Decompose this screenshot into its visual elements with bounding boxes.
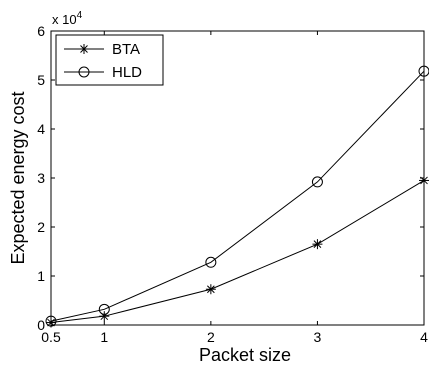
legend-label-bta: BTA — [112, 41, 140, 58]
data-point-bta — [419, 175, 429, 186]
x-axis-label: Packet size — [199, 345, 291, 365]
data-point-hld — [418, 65, 429, 77]
legend-entry-bta: BTA — [64, 41, 140, 58]
legend-marker-hld — [78, 66, 90, 78]
legend-marker-bta — [79, 44, 89, 54]
y-multiplier-exponent: 4 — [77, 10, 83, 21]
legend: BTA HLD — [55, 34, 164, 86]
y-tick-label: 6 — [37, 23, 45, 39]
y-tick-label: 3 — [37, 170, 45, 186]
y-multiplier-label: x 104 — [52, 10, 83, 27]
legend-entry-hld: HLD — [64, 64, 142, 81]
data-point-bta — [312, 239, 323, 250]
x-tick-label: 0.5 — [41, 329, 61, 345]
series-line-bta — [50, 180, 425, 324]
y-tick-label: 4 — [37, 121, 45, 137]
star-stroke — [420, 176, 428, 185]
y-tick-label: 1 — [37, 268, 45, 284]
star-stroke — [313, 240, 322, 249]
x-tick-label: 4 — [420, 329, 428, 345]
data-point-hld — [311, 176, 323, 188]
y-tick-label: 0 — [37, 317, 45, 333]
data-point-hld — [205, 256, 217, 268]
data-point-hld — [45, 315, 57, 327]
y-multiplier-base: x 10 — [52, 12, 77, 27]
series-layer — [45, 65, 429, 328]
x-tick-label: 1 — [100, 329, 108, 345]
star-stroke — [207, 285, 215, 294]
data-point-bta — [205, 284, 216, 295]
star-stroke — [80, 45, 88, 53]
series-hld — [45, 65, 429, 327]
legend-box — [55, 34, 164, 86]
y-tick-label: 5 — [37, 72, 45, 88]
x-tick-label: 3 — [314, 329, 322, 345]
legend-label-hld: HLD — [112, 64, 142, 81]
y-tick-label: 2 — [37, 219, 45, 235]
series-line-hld — [50, 70, 425, 322]
y-axis-label: Expected energy cost — [8, 91, 28, 264]
x-tick-label: 2 — [207, 329, 215, 345]
data-point-hld — [98, 303, 110, 315]
